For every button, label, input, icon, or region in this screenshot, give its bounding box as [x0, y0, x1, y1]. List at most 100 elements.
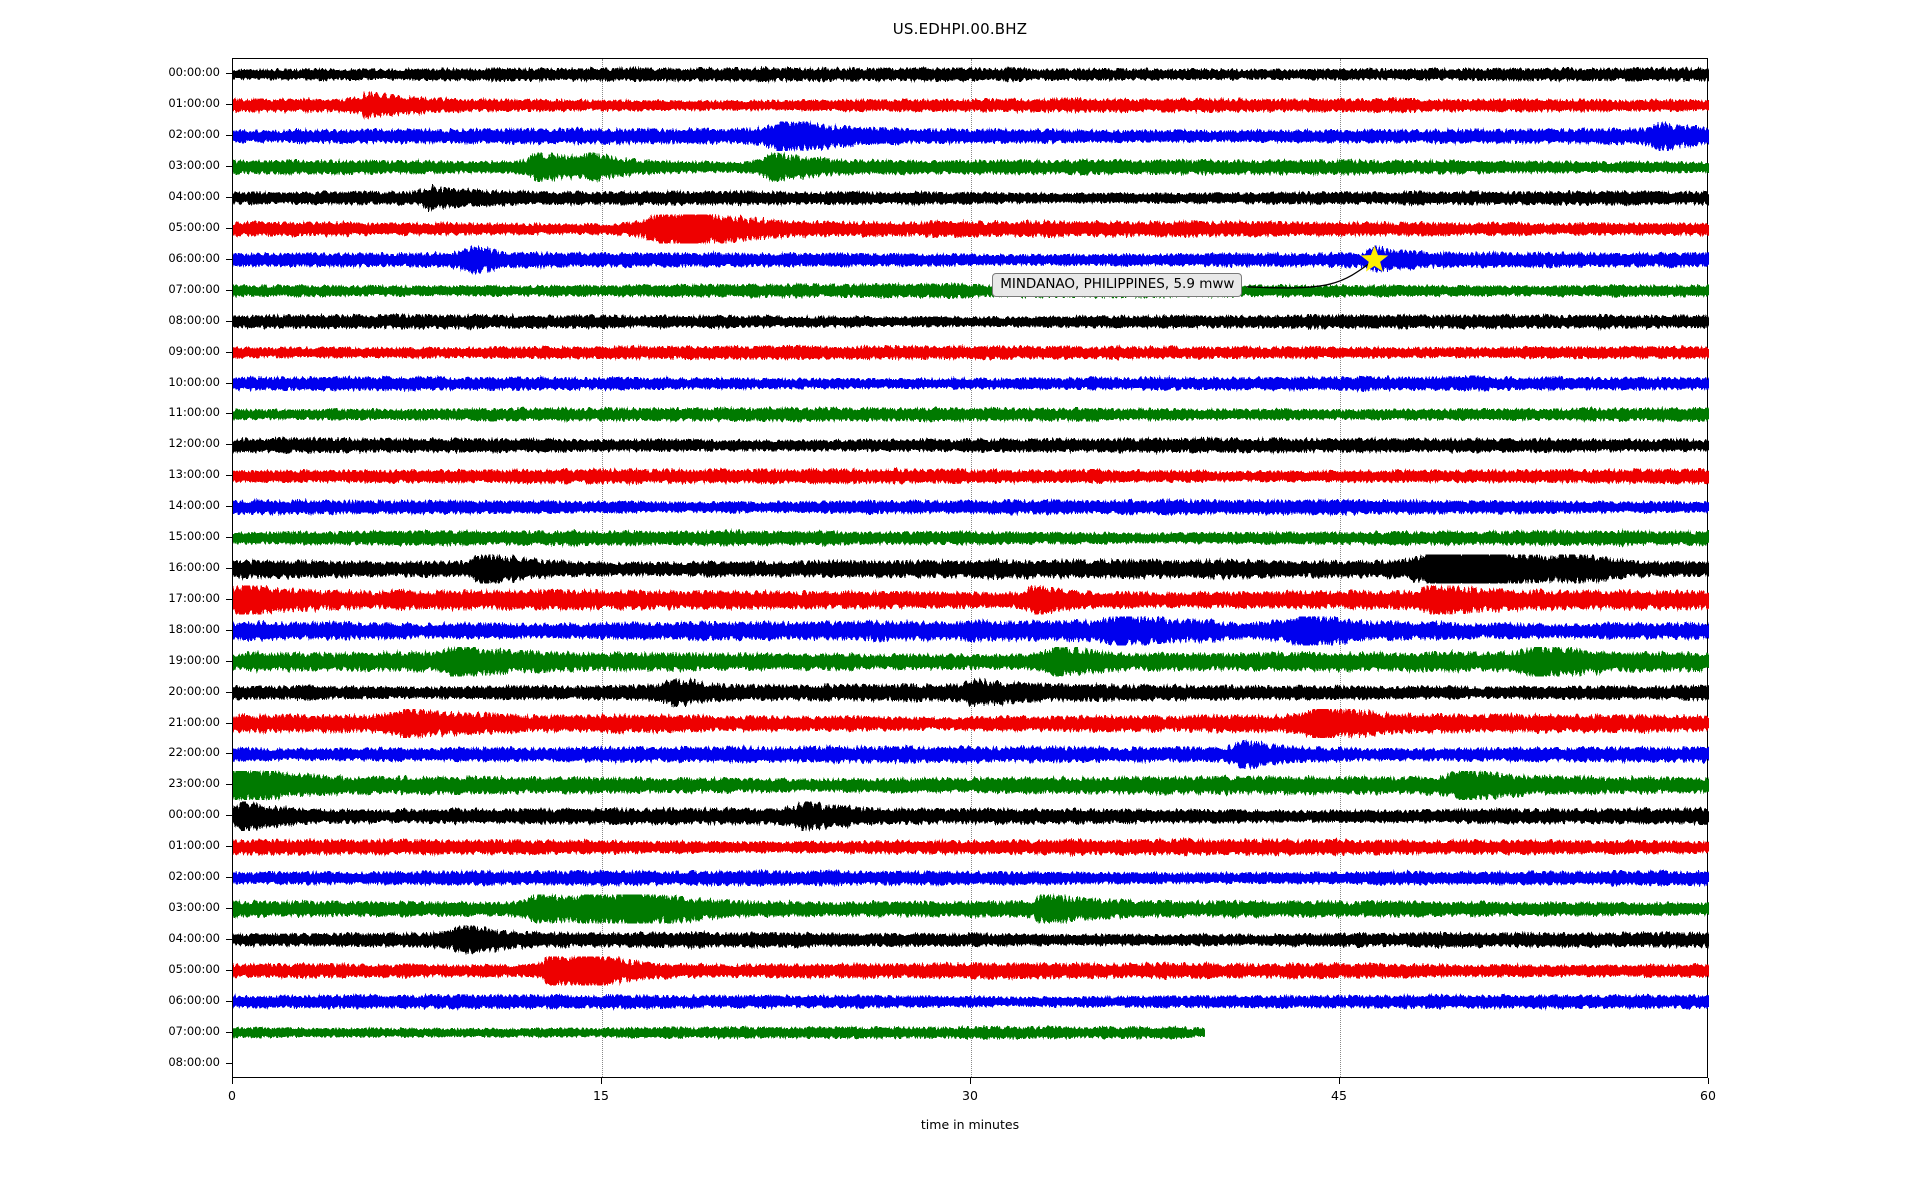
y-axis-tick-18 — [226, 629, 232, 631]
waveform-trace-row-21 — [233, 708, 1709, 739]
waveform-trace-row-30 — [233, 993, 1709, 1011]
x-axis-tick-label-0: 0 — [228, 1088, 236, 1103]
waveform-trace-row-5 — [233, 213, 1709, 245]
y-axis-tick-label-27: 03:00:00 — [168, 900, 220, 914]
y-axis-tick-26 — [226, 877, 232, 879]
x-axis-tick-label-45: 45 — [1331, 1088, 1347, 1103]
plot-area: MINDANAO, PHILIPPINES, 5.9 mww — [232, 58, 1709, 1078]
y-axis-tick-label-11: 11:00:00 — [168, 405, 220, 420]
y-axis-tick-label-30: 06:00:00 — [168, 992, 220, 1007]
y-axis-tick-21 — [226, 722, 232, 724]
y-axis-tick-label-18: 18:00:00 — [168, 621, 220, 636]
y-axis-tick-label-23: 23:00:00 — [168, 776, 220, 791]
y-axis-tick-29 — [226, 969, 232, 971]
waveform-trace-row-16 — [233, 553, 1709, 585]
y-axis-tick-8 — [226, 320, 232, 322]
waveform-trace-row-17 — [233, 584, 1709, 615]
y-axis-tick-label-26: 02:00:00 — [168, 869, 220, 884]
y-axis-tick-label-19: 19:00:00 — [168, 652, 220, 667]
waveform-trace-row-2 — [233, 120, 1709, 152]
x-axis-label: time in minutes — [920, 1117, 1020, 1132]
x-axis-tick-60 — [1708, 1078, 1709, 1084]
y-axis-tick-23 — [226, 784, 232, 786]
y-axis-tick-label-21: 21:00:00 — [168, 714, 220, 729]
y-axis-tick-19 — [226, 660, 232, 662]
y-axis-tick-label-4: 04:00:00 — [168, 189, 220, 204]
y-axis-tick-16 — [226, 568, 232, 569]
y-axis-tick-4 — [226, 197, 232, 199]
waveform-trace-row-6 — [233, 244, 1709, 275]
waveform-trace-row-22 — [233, 739, 1709, 770]
y-axis-tick-24 — [226, 815, 232, 817]
y-axis-tick-label-14: 14:00:00 — [168, 498, 220, 513]
y-axis-tick-label-10: 10:00:00 — [168, 374, 220, 389]
y-axis-tick-label-24: 00:00:00 — [168, 807, 220, 822]
waveform-trace-row-1 — [233, 91, 1709, 120]
y-axis-tick-label-29: 05:00:00 — [168, 961, 220, 976]
y-axis-tick-label-8: 08:00:00 — [168, 312, 220, 327]
y-axis-tick-22 — [226, 753, 232, 755]
waveform-trace-row-24 — [233, 800, 1709, 832]
y-axis-tick-label-7: 07:00:00 — [168, 281, 220, 296]
waveform-trace-row-11 — [233, 405, 1709, 423]
y-axis-tick-label-6: 06:00:00 — [168, 250, 220, 265]
y-axis-tick-13 — [226, 475, 232, 477]
waveform-trace-row-31 — [233, 1024, 1205, 1041]
y-axis-tick-30 — [226, 1000, 232, 1002]
waveform-trace-row-0 — [233, 65, 1709, 84]
y-axis-tick-6 — [226, 258, 232, 260]
y-axis-tick-31 — [226, 1031, 232, 1033]
y-axis-tick-label-28: 04:00:00 — [168, 930, 220, 945]
x-axis-tick-0 — [232, 1078, 233, 1084]
annotation-leader-svg — [1246, 245, 1389, 289]
waveform-trace-row-14 — [233, 497, 1709, 517]
annotation-overlay-layer: MINDANAO, PHILIPPINES, 5.9 mww — [233, 59, 1707, 1077]
waveform-trace-row-3 — [233, 151, 1709, 183]
y-axis-tick-label-3: 03:00:00 — [168, 158, 220, 173]
x-axis-tick-label-15: 15 — [593, 1088, 609, 1103]
waveform-trace-row-26 — [233, 868, 1709, 888]
y-axis-tick-2 — [226, 135, 232, 137]
annotation-leader-line — [1246, 259, 1375, 289]
waveform-trace-row-15 — [233, 528, 1709, 548]
waveform-trace-row-10 — [233, 374, 1709, 393]
y-axis-tick-20 — [226, 691, 232, 693]
event-annotation-label[interactable]: MINDANAO, PHILIPPINES, 5.9 mww — [992, 272, 1243, 298]
y-axis-tick-0 — [226, 73, 232, 75]
x-axis-tick-label-30: 30 — [962, 1088, 978, 1103]
x-axis-tick-30 — [970, 1078, 971, 1084]
y-axis-tick-label-1: 01:00:00 — [168, 96, 220, 111]
x-axis-tick-45 — [1339, 1078, 1340, 1084]
earthquake-star-marker[interactable] — [1360, 245, 1389, 272]
y-axis-tick-label-20: 20:00:00 — [168, 683, 220, 698]
y-axis-tick-label-0: 00:00:00 — [168, 65, 220, 80]
y-axis-tick-7 — [226, 289, 232, 291]
y-axis-tick-5 — [226, 228, 232, 229]
y-axis-tick-label-17: 17:00:00 — [168, 590, 220, 605]
y-axis-tick-3 — [226, 166, 232, 168]
x-axis-tick-15 — [601, 1078, 602, 1084]
y-axis-tick-label-13: 13:00:00 — [168, 467, 220, 482]
waveform-traces-layer — [233, 59, 1709, 1077]
y-axis-tick-12 — [226, 444, 232, 446]
y-axis-tick-label-12: 12:00:00 — [168, 436, 220, 451]
waveform-trace-row-25 — [233, 837, 1709, 858]
waveform-trace-row-18 — [233, 615, 1709, 647]
y-axis-tick-label-22: 22:00:00 — [168, 745, 220, 760]
y-axis-tick-25 — [226, 846, 232, 848]
waveform-trace-row-12 — [233, 435, 1709, 455]
waveform-trace-row-20 — [233, 677, 1709, 708]
y-axis-tick-label-15: 15:00:00 — [168, 529, 220, 544]
y-axis-tick-label-9: 09:00:00 — [168, 343, 220, 358]
y-axis-tick-label-2: 02:00:00 — [168, 127, 220, 142]
y-axis-tick-label-31: 07:00:00 — [168, 1023, 220, 1038]
waveform-trace-row-19 — [233, 646, 1709, 678]
y-axis-tick-label-5: 05:00:00 — [168, 220, 220, 234]
page-title: US.EDHPI.00.BHZ — [892, 20, 1028, 38]
waveform-trace-row-27 — [233, 893, 1709, 925]
waveform-trace-row-9 — [233, 343, 1709, 362]
y-axis-tick-14 — [226, 506, 232, 508]
y-axis-tick-15 — [226, 537, 232, 539]
y-axis-tick-11 — [226, 413, 232, 415]
